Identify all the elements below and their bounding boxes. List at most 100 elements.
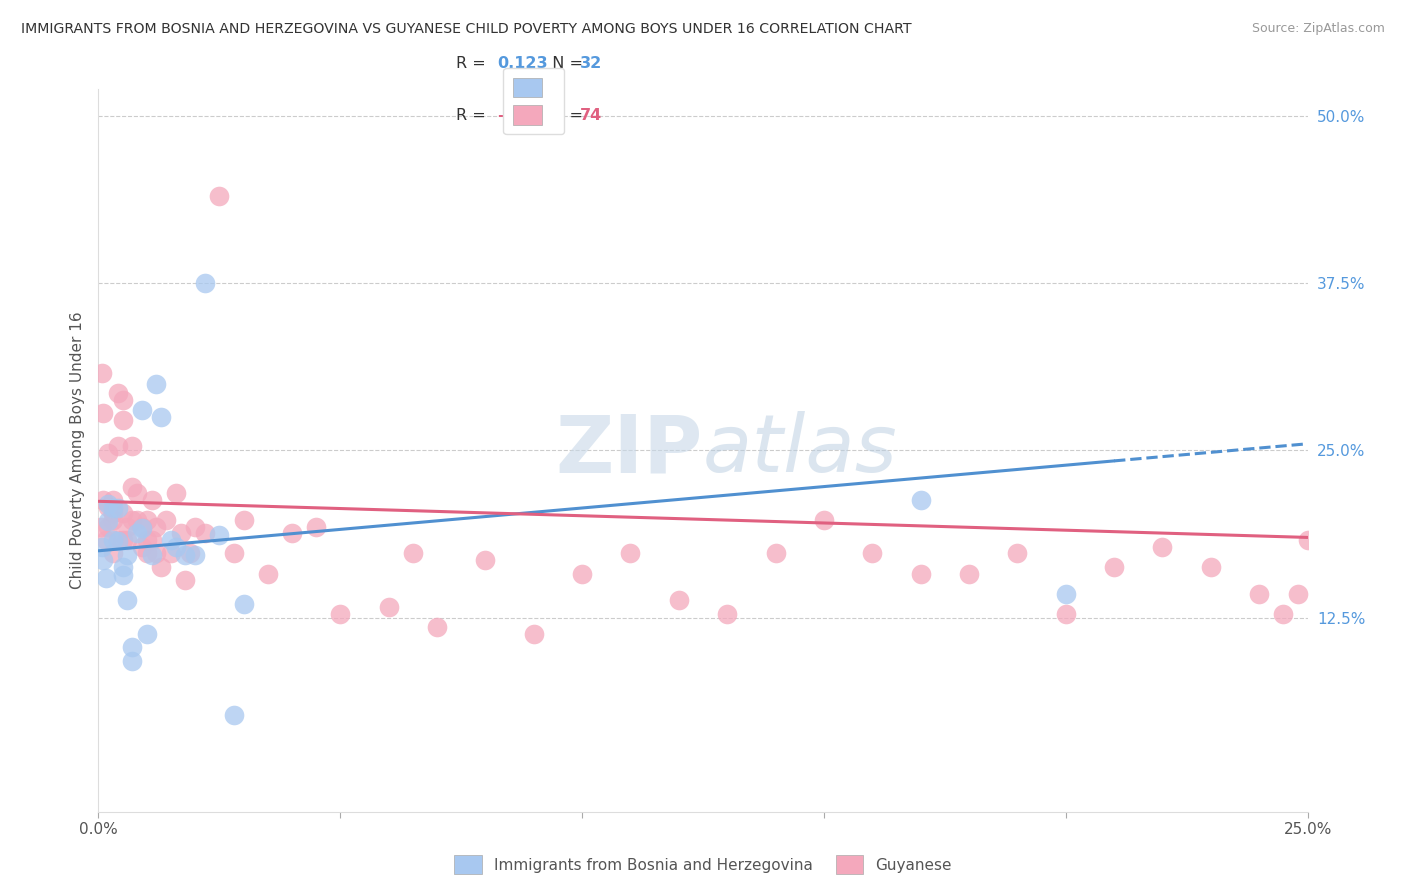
- Point: [91, 406, 114, 420]
- Point: [232, 513, 254, 527]
- Point: [131, 540, 153, 554]
- Text: R =: R =: [457, 109, 491, 123]
- Point: [117, 533, 139, 548]
- Point: [111, 533, 134, 548]
- Legend: Immigrants from Bosnia and Herzegovina, Guyanese: Immigrants from Bosnia and Herzegovina, …: [449, 849, 957, 880]
- Point: [107, 386, 129, 401]
- Point: [179, 546, 201, 561]
- Point: [165, 540, 187, 554]
- Point: [910, 492, 932, 507]
- Point: [121, 440, 143, 454]
- Point: [97, 519, 120, 533]
- Point: [1249, 587, 1271, 601]
- Point: [121, 640, 143, 655]
- Point: [91, 366, 114, 380]
- Point: [329, 607, 352, 621]
- Point: [101, 507, 124, 521]
- Y-axis label: Child Poverty Among Boys Under 16: Child Poverty Among Boys Under 16: [69, 311, 84, 590]
- Point: [135, 546, 157, 561]
- Point: [101, 513, 124, 527]
- Point: [619, 546, 641, 561]
- Point: [174, 548, 197, 562]
- Point: [101, 546, 124, 561]
- Point: [1152, 540, 1174, 554]
- Point: [1007, 546, 1029, 561]
- Point: [232, 598, 254, 612]
- Point: [111, 568, 134, 582]
- Point: [107, 534, 129, 549]
- Point: [131, 519, 153, 533]
- Point: [111, 392, 134, 407]
- Point: [474, 553, 496, 567]
- Point: [97, 497, 120, 511]
- Point: [1054, 607, 1077, 621]
- Point: [402, 546, 425, 561]
- Point: [765, 546, 787, 561]
- Point: [135, 533, 157, 548]
- Point: [957, 566, 980, 581]
- Point: [256, 566, 278, 581]
- Point: [145, 546, 167, 561]
- Point: [184, 548, 207, 562]
- Point: [91, 492, 114, 507]
- Point: [222, 708, 245, 723]
- Text: 74: 74: [579, 109, 602, 123]
- Point: [668, 593, 690, 607]
- Point: [281, 526, 304, 541]
- Point: [131, 521, 153, 535]
- Point: [910, 566, 932, 581]
- Point: [1272, 607, 1295, 621]
- Point: [716, 607, 738, 621]
- Point: [160, 533, 183, 548]
- Point: [523, 626, 546, 640]
- Point: [194, 526, 217, 541]
- Point: [222, 546, 245, 561]
- Point: [97, 514, 120, 528]
- Point: [127, 486, 149, 500]
- Text: ZIP: ZIP: [555, 411, 703, 490]
- Text: N =: N =: [543, 109, 588, 123]
- Point: [91, 540, 114, 554]
- Text: Source: ZipAtlas.com: Source: ZipAtlas.com: [1251, 22, 1385, 36]
- Point: [141, 548, 163, 562]
- Point: [117, 593, 139, 607]
- Point: [1296, 533, 1319, 548]
- Point: [571, 566, 593, 581]
- Text: IMMIGRANTS FROM BOSNIA AND HERZEGOVINA VS GUYANESE CHILD POVERTY AMONG BOYS UNDE: IMMIGRANTS FROM BOSNIA AND HERZEGOVINA V…: [21, 22, 911, 37]
- Point: [135, 513, 157, 527]
- Point: [1054, 587, 1077, 601]
- Point: [145, 376, 167, 391]
- Point: [208, 189, 231, 203]
- Point: [1199, 560, 1222, 574]
- Point: [91, 553, 114, 567]
- Point: [141, 533, 163, 548]
- Point: [121, 653, 143, 667]
- Text: 32: 32: [579, 56, 602, 71]
- Point: [305, 519, 328, 533]
- Point: [111, 560, 134, 574]
- Point: [1102, 560, 1125, 574]
- Point: [107, 533, 129, 548]
- Point: [97, 500, 120, 514]
- Point: [141, 492, 163, 507]
- Point: [150, 560, 173, 574]
- Point: [127, 513, 149, 527]
- Point: [160, 546, 183, 561]
- Point: [174, 574, 197, 588]
- Point: [107, 440, 129, 454]
- Point: [169, 526, 191, 541]
- Point: [426, 620, 449, 634]
- Legend: , : ,: [503, 69, 564, 135]
- Point: [860, 546, 883, 561]
- Point: [101, 501, 124, 516]
- Point: [1286, 587, 1309, 601]
- Point: [111, 412, 134, 427]
- Point: [194, 277, 217, 291]
- Point: [117, 548, 139, 562]
- Point: [97, 446, 120, 460]
- Point: [94, 571, 117, 585]
- Point: [111, 507, 134, 521]
- Point: [121, 513, 143, 527]
- Point: [94, 533, 117, 548]
- Point: [101, 533, 124, 548]
